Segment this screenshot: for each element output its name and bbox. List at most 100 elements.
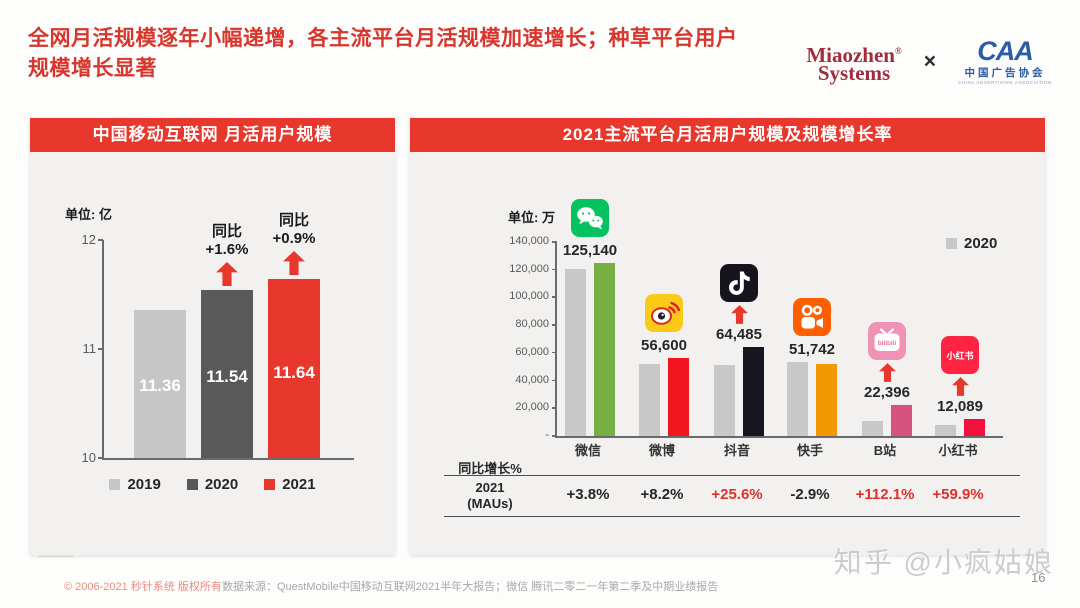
y-axis-tick-label: 80,000 bbox=[515, 318, 549, 331]
page-number: 16 bbox=[1031, 570, 1046, 585]
platform-annotation-抖音: 64,485 bbox=[702, 264, 776, 343]
y-axis-tick-mark bbox=[552, 351, 557, 354]
platform-annotation-微信: 125,140 bbox=[553, 199, 627, 259]
bar-2020-快手 bbox=[787, 362, 808, 436]
legend-item-2020: 2020 bbox=[946, 235, 997, 252]
bar-2020-抖音 bbox=[714, 365, 735, 436]
left-chart-panel: 中国移动互联网 月活用户规模 单位: 亿 12 11 10 11.36 11.54 同比 +… bbox=[30, 118, 395, 555]
cross-separator-icon: × bbox=[923, 49, 936, 73]
mau-value-label: 125,140 bbox=[562, 242, 618, 259]
right-chart-panel: 2021主流平台月活用户规模及规模增长率 单位: 万 2020 140,000 1… bbox=[410, 118, 1045, 555]
legend-label: 2020 bbox=[204, 476, 239, 493]
bar-2021-微博 bbox=[668, 358, 689, 436]
y-axis-tick-mark bbox=[552, 407, 557, 409]
platform-annotation-B站: bilibili 22,396 bbox=[850, 322, 924, 401]
growth-rate-抖音: +25.6% bbox=[711, 486, 763, 503]
bar-2020-B站 bbox=[862, 421, 883, 436]
miaozhen-wordmark-line2: Systems bbox=[817, 60, 891, 85]
bar-value-label: 11.64 bbox=[273, 363, 315, 382]
legend-swatch-icon bbox=[186, 479, 198, 490]
wechat-icon bbox=[571, 199, 609, 237]
y-axis-tick-mark bbox=[552, 241, 557, 243]
y-axis-tick-mark bbox=[552, 379, 557, 382]
growth-up-arrow-icon bbox=[283, 251, 305, 275]
footer-data-source: 数据来源：QuestMobile中国移动互联网2021半年大报告；微信 腾讯二零… bbox=[222, 581, 719, 593]
zhihu-watermark: 知乎 @小疯姑娘 bbox=[833, 547, 1054, 578]
bar-2021 bbox=[268, 279, 320, 458]
x-axis-label-抖音: 抖音 bbox=[723, 443, 750, 458]
caa-chinese-name: 中国广告协会 bbox=[964, 67, 1046, 79]
y-axis-tick-label: 100,000 bbox=[509, 290, 549, 303]
legend-swatch-icon bbox=[109, 479, 121, 490]
notebook-edge-mark bbox=[38, 46, 74, 47]
bar-2020-微博 bbox=[639, 364, 660, 436]
mau-value-label: 64,485 bbox=[716, 326, 762, 343]
growth-rate-微信: +3.8% bbox=[566, 486, 610, 503]
y-axis-tick-label: 10 bbox=[81, 450, 96, 465]
platform-annotation-小红书: 小红书 12,089 bbox=[923, 336, 997, 415]
y-axis-tick-mark bbox=[552, 324, 557, 326]
yoy-label: 同比 bbox=[211, 223, 242, 240]
left-chart-legend: 2019 2020 2021 bbox=[30, 476, 395, 493]
growth-table-row-label-line2: (MAUs) bbox=[467, 496, 513, 511]
yoy-value: +1.6% bbox=[205, 241, 249, 258]
growth-table-row-label-line1: 2021 bbox=[475, 480, 505, 495]
right-chart-unit-label: 单位: 万 bbox=[508, 210, 555, 225]
logo-group: Miaozhen® Systems × CAA 中国广告协会 CHINA ADV… bbox=[806, 38, 1052, 85]
growth-table-axis-label: 同比增长% bbox=[458, 461, 522, 476]
growth-up-arrow-icon bbox=[878, 363, 896, 382]
y-axis-tick-label: 12 bbox=[81, 232, 96, 247]
growth-rate-微博: +8.2% bbox=[640, 486, 684, 503]
weibo-icon bbox=[645, 294, 683, 332]
y-axis-tick-mark bbox=[98, 457, 103, 459]
kuaishou-icon bbox=[793, 298, 831, 336]
caa-logo: CAA 中国广告协会 CHINA ADVERTISING ASSOCIATION bbox=[958, 38, 1052, 85]
legend-swatch-icon bbox=[264, 479, 276, 490]
legend-label: 2019 bbox=[127, 476, 161, 493]
y-axis-tick-label: 20,000 bbox=[515, 401, 549, 414]
x-axis-label-快手: 快手 bbox=[796, 443, 823, 458]
y-axis-tick-label: 40,000 bbox=[515, 373, 549, 386]
bar-2019 bbox=[134, 310, 186, 458]
legend-item-2019: 2019 bbox=[109, 476, 161, 493]
growth-rate-B站: +112.1% bbox=[855, 486, 915, 503]
y-axis-tick-mark bbox=[552, 435, 557, 437]
miaozhen-wordmark: Miaozhen bbox=[806, 42, 895, 67]
bar-2020-小红书 bbox=[935, 425, 956, 436]
x-axis-label-微博: 微博 bbox=[648, 443, 675, 458]
caa-acronym: CAA bbox=[977, 36, 1034, 66]
yoy-annotation-2020: 同比 +1.6% bbox=[192, 223, 262, 286]
y-axis-tick-mark bbox=[98, 239, 103, 241]
miaozhen-systems-logo: Miaozhen® Systems bbox=[806, 42, 901, 85]
mau-value-label: 22,396 bbox=[864, 384, 910, 401]
legend-item-2021: 2021 bbox=[264, 476, 316, 493]
bar-2021-抖音 bbox=[743, 347, 764, 436]
caa-english-name: CHINA ADVERTISING ASSOCIATION bbox=[957, 79, 1052, 85]
legend-swatch-icon bbox=[946, 238, 957, 249]
platform-annotation-微博: 56,600 bbox=[627, 294, 701, 354]
xiaohongshu-icon: 小红书 bbox=[941, 336, 979, 374]
y-axis-tick-label: - bbox=[545, 429, 549, 441]
legend-label: 2021 bbox=[282, 476, 316, 493]
x-axis-label-B站: B站 bbox=[873, 443, 897, 458]
right-chart-legend: 2020 bbox=[946, 235, 997, 252]
bar-2020 bbox=[201, 290, 253, 458]
bar-2021-微信 bbox=[594, 263, 615, 436]
growth-up-arrow-icon bbox=[730, 305, 748, 324]
notebook-edge-mark bbox=[38, 556, 74, 557]
growth-rate-小红书: +59.9% bbox=[932, 486, 984, 503]
mau-value-label: 56,600 bbox=[641, 337, 687, 354]
slide-title: 全网月活规模逐年小幅递增，各主流平台月活规模加速增长；种草平台用户规模增长显著 bbox=[28, 27, 738, 80]
growth-table-divider-top bbox=[444, 475, 1020, 476]
y-axis-tick-label: 11 bbox=[82, 341, 97, 356]
right-chart-title: 2021主流平台月活用户规模及规模增长率 bbox=[410, 118, 1045, 152]
svg-text:小红书: 小红书 bbox=[945, 350, 973, 361]
douyin-icon bbox=[720, 264, 758, 302]
growth-rate-快手: -2.9% bbox=[790, 486, 830, 503]
yoy-label: 同比 bbox=[278, 212, 309, 229]
y-axis-tick-label: 140,000 bbox=[509, 235, 549, 247]
growth-up-arrow-icon bbox=[216, 262, 238, 286]
bar-2021-小红书 bbox=[964, 419, 985, 436]
bilibili-icon: bilibili bbox=[868, 322, 906, 360]
platform-annotation-快手: 51,742 bbox=[775, 298, 849, 358]
